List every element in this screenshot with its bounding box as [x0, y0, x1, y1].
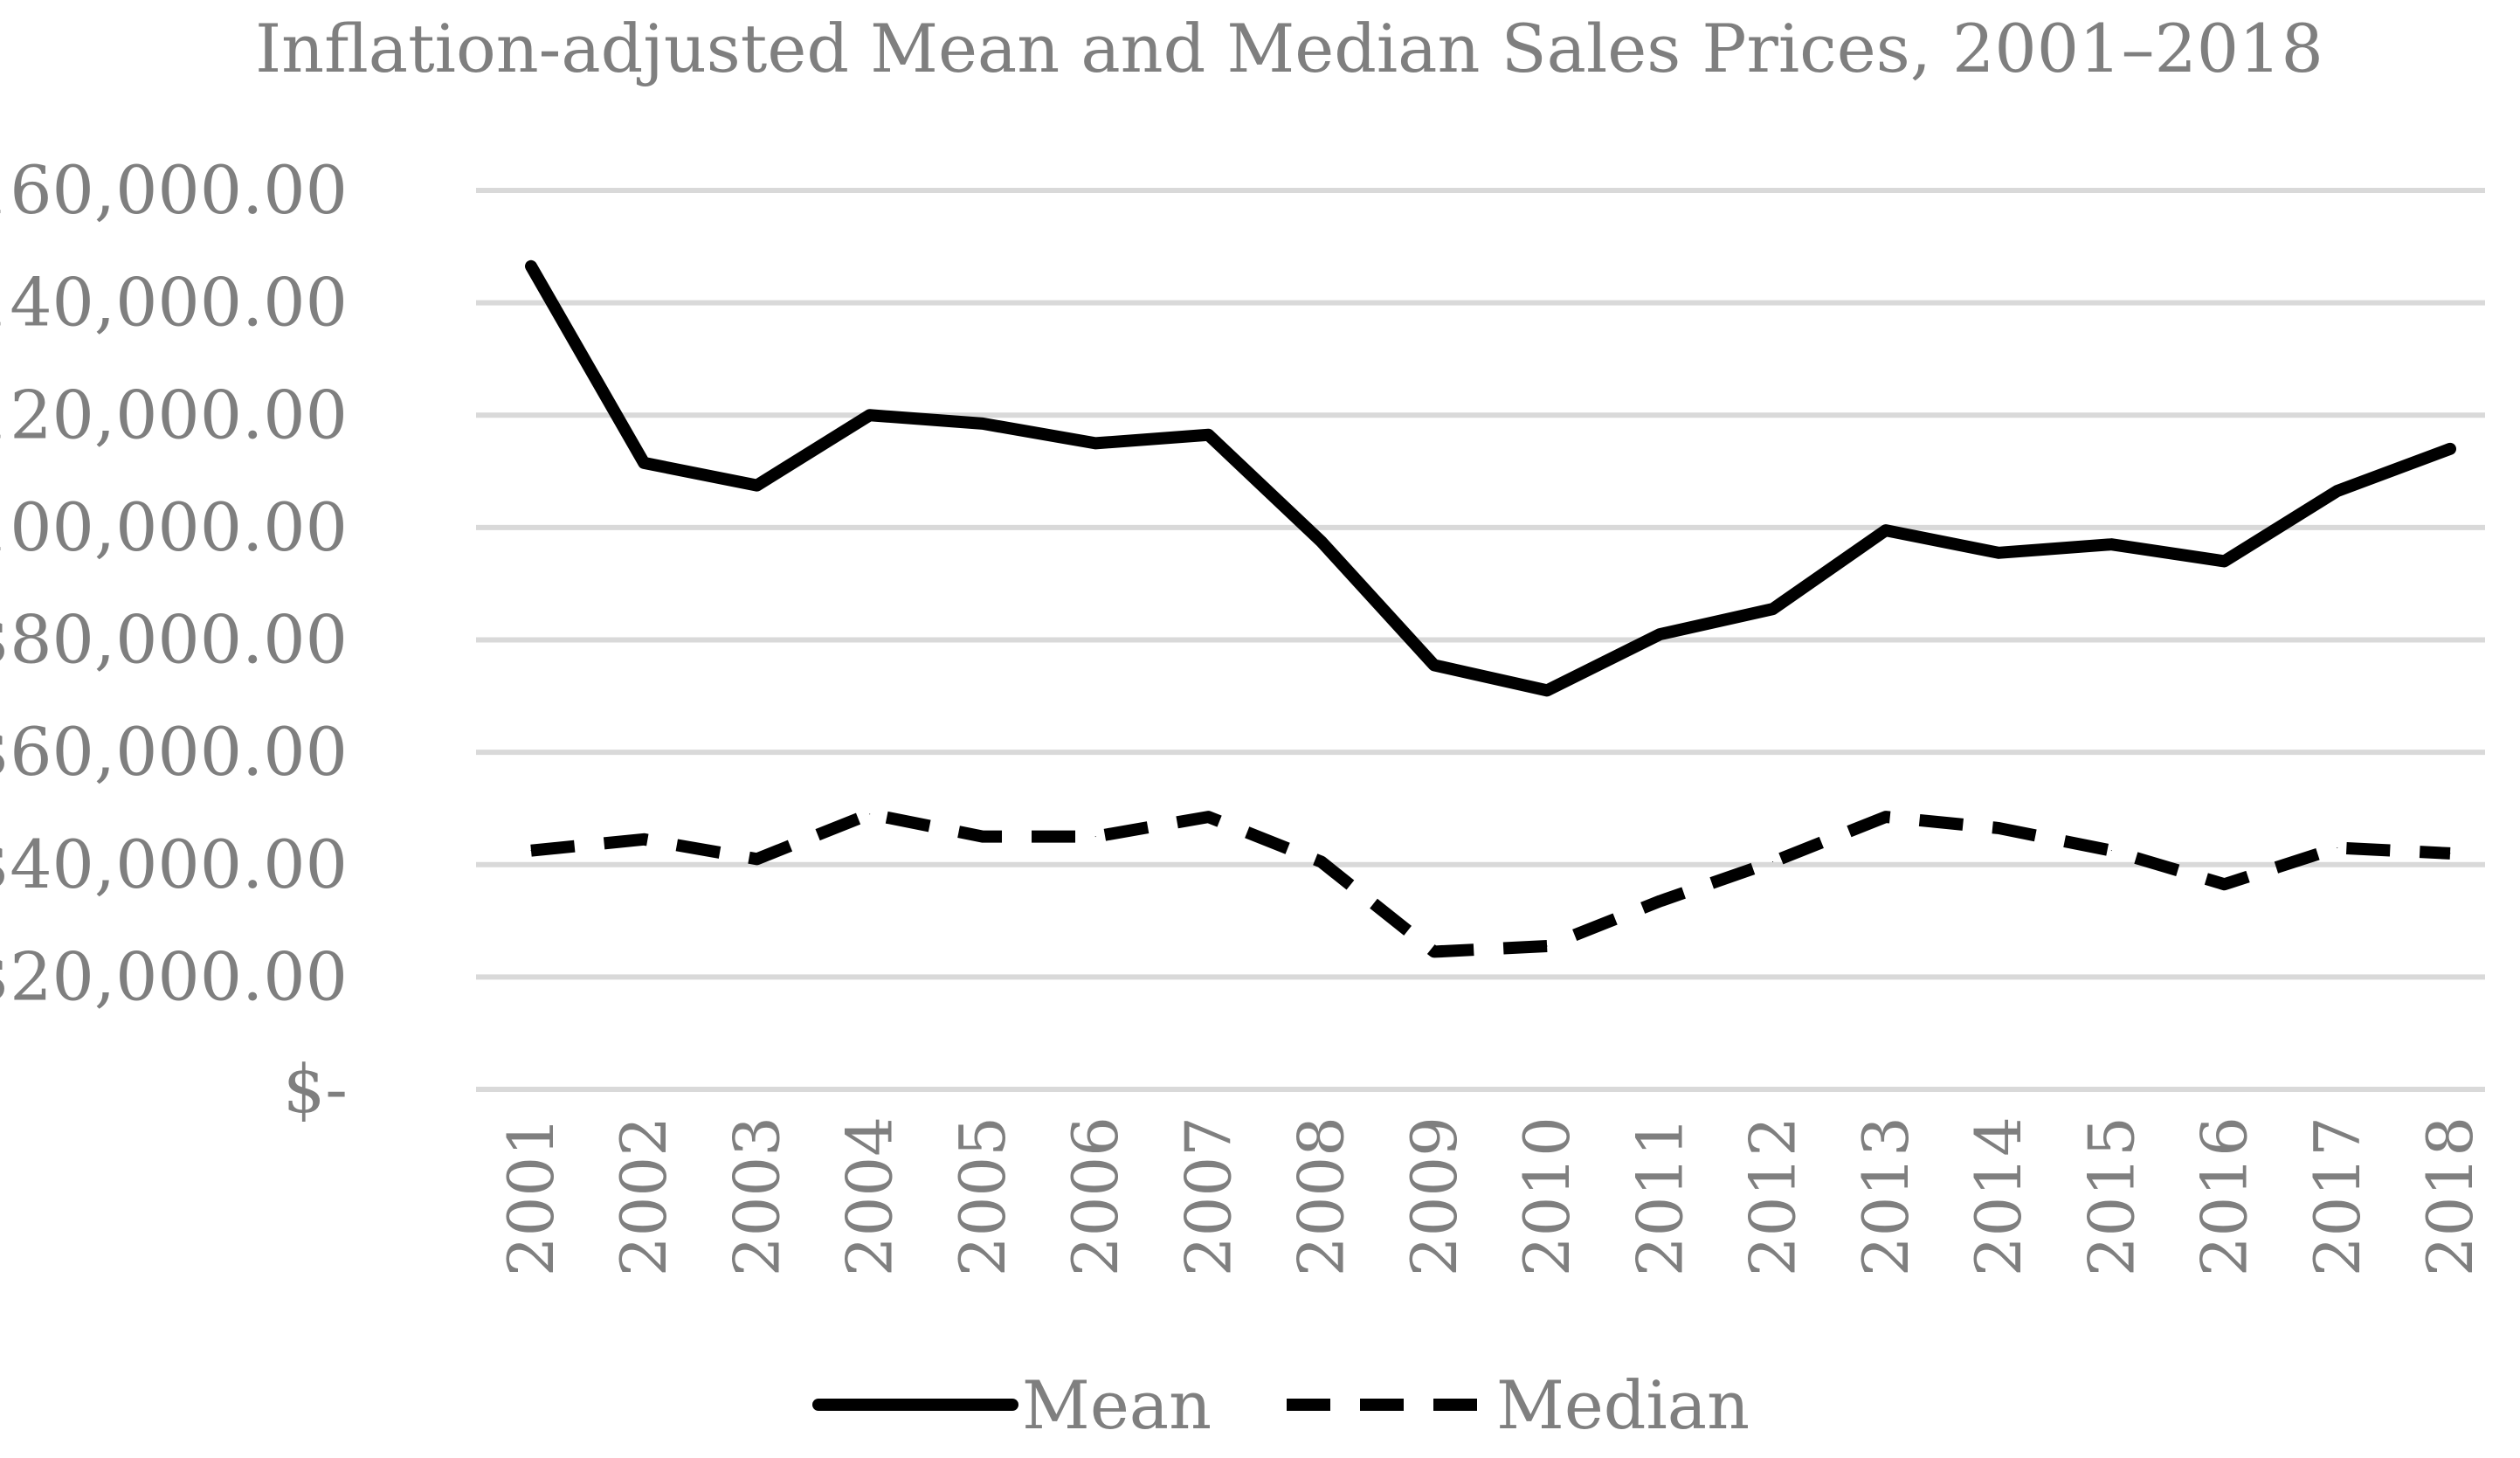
x-tick-label: 2005 [946, 1116, 1019, 1276]
data-point-mean [869, 414, 871, 416]
x-tick-label: 2013 [1849, 1116, 1923, 1276]
data-point-mean [2224, 560, 2226, 562]
x-tick-label: 2002 [607, 1116, 680, 1276]
legend-label-median: Median [1496, 1366, 1750, 1444]
series-line-median [530, 807, 2451, 958]
x-tick-label: 2006 [1059, 1116, 1132, 1276]
x-tick-label: 2016 [2188, 1116, 2261, 1276]
y-tick-label: $160,000.00 [0, 151, 348, 229]
series-lines [525, 259, 2456, 958]
x-tick-label: 2012 [1736, 1116, 1810, 1276]
x-tick-label: 2007 [1171, 1116, 1245, 1276]
data-point-mean [1546, 689, 1548, 691]
data-point-median [1321, 861, 1322, 863]
y-tick-label: $60,000.00 [0, 713, 348, 791]
series-line-mean [525, 259, 2456, 697]
data-point-mean [1772, 608, 1774, 610]
data-point-median [756, 858, 757, 860]
data-point-mean [2449, 448, 2451, 450]
data-point-median [869, 813, 871, 815]
x-axis-tick-labels: 2001 2002 2003 2004 2005 2006 2007 2008 2009 2010… [494, 1116, 2487, 1276]
legend: Mean Median [812, 1366, 1750, 1444]
y-tick-label: $140,000.00 [0, 264, 348, 342]
x-tick-label: 2010 [1510, 1116, 1584, 1276]
x-tick-label: 2018 [2413, 1116, 2487, 1276]
data-point-median [1433, 950, 1435, 952]
data-point-median [2110, 850, 2112, 852]
x-tick-label: 2004 [833, 1116, 907, 1276]
data-point-median [1772, 861, 1774, 863]
y-tick-label: $40,000.00 [0, 826, 348, 903]
y-tick-label: $- [283, 1050, 348, 1128]
data-point-mean [1433, 664, 1435, 666]
data-point-median [1885, 816, 1887, 818]
legend-label-mean: Mean [1022, 1366, 1212, 1444]
data-point-median [1207, 816, 1209, 818]
data-point-median [643, 839, 645, 840]
data-point-median [1546, 945, 1548, 947]
data-point-mean [643, 462, 645, 464]
data-point-median [2224, 883, 2226, 885]
data-point-mean [1321, 541, 1322, 542]
data-point-mean [2110, 543, 2112, 545]
y-axis-tick-labels: $- $20,000.00 $40,000.00 $60,000.00 $80,000.… [0, 151, 348, 1128]
x-tick-label: 2009 [1398, 1116, 1471, 1276]
x-tick-label: 2015 [2075, 1116, 2148, 1276]
gridlines [476, 188, 2485, 1092]
data-point-median [1094, 836, 1096, 838]
x-tick-label: 2011 [1623, 1116, 1696, 1276]
data-point-median [530, 850, 532, 852]
data-point-mean [982, 423, 984, 425]
y-tick-label: $20,000.00 [0, 937, 348, 1015]
y-tick-label: $100,000.00 [0, 488, 348, 566]
chart-title: Inflation-adjusted Mean and Median Sales… [255, 10, 2323, 87]
data-point-mean [1094, 442, 1096, 444]
x-tick-label: 2003 [720, 1116, 793, 1276]
x-tick-label: 2014 [1962, 1116, 2035, 1276]
x-tick-label: 2017 [2301, 1116, 2374, 1276]
x-tick-label: 2008 [1285, 1116, 1358, 1276]
y-tick-label: $120,000.00 [0, 376, 348, 453]
y-tick-label: $80,000.00 [0, 601, 348, 679]
data-point-mean [756, 485, 757, 487]
data-point-mean [1207, 434, 1209, 436]
x-tick-label: 2001 [494, 1116, 568, 1276]
data-point-median [982, 836, 984, 838]
data-point-mean [1885, 529, 1887, 531]
